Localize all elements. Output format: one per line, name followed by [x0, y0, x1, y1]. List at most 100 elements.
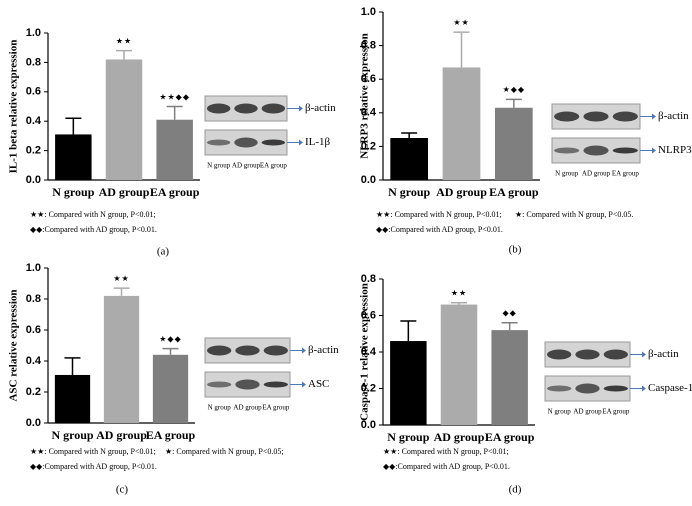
significance-mark: ★★	[116, 36, 132, 45]
category-label: EA group	[146, 428, 196, 442]
y-tick-label: 0.6	[26, 86, 41, 98]
lane-label: AD group	[233, 404, 262, 412]
lane-label: N group	[548, 408, 572, 416]
y-tick-label: 1.0	[26, 262, 41, 274]
lane-label: EA group	[262, 404, 290, 412]
blot-band	[263, 345, 288, 356]
blot-arrow-head	[642, 385, 646, 392]
y-tick-label: 0.0	[26, 417, 41, 429]
y-axis-label: ASC relative expression	[8, 289, 20, 401]
blot-band	[261, 103, 286, 114]
blot-band	[235, 379, 260, 390]
bar	[105, 59, 143, 180]
bar	[54, 374, 91, 423]
blot-label: β-actin	[308, 344, 339, 356]
lane-label: EA group	[612, 170, 640, 178]
y-tick-label: 0.0	[26, 174, 41, 186]
bar	[491, 330, 528, 425]
blot-band	[554, 147, 580, 154]
bar	[390, 341, 427, 425]
blot-arrow-head	[652, 113, 656, 120]
significance-mark: ★★◆◆	[159, 92, 190, 101]
blot-band	[603, 385, 628, 392]
y-tick-label: 0.0	[361, 419, 376, 431]
significance-mark: ◆◆	[503, 309, 517, 318]
blot-arrow-head	[652, 147, 656, 154]
lane-label: N group	[555, 170, 579, 178]
y-axis-label: NLRP3 relative expression	[359, 33, 371, 158]
bar	[390, 138, 429, 180]
footnote: ★: Compared with N group, P<0.05;	[165, 447, 284, 456]
blot-band	[575, 349, 600, 360]
footnote: ◆◆:Compared with AD group, P<0.01.	[30, 462, 157, 471]
y-axis-label: Caspase-1 relative expression	[359, 283, 371, 421]
blot-arrow-head	[302, 381, 306, 388]
category-label: N group	[51, 428, 93, 442]
bar	[103, 295, 140, 423]
y-tick-label: 0.4	[26, 115, 42, 127]
lane-label: AD group	[573, 408, 602, 416]
lane-label: AD group	[232, 162, 261, 170]
blot-band	[234, 137, 258, 148]
blot-arrow-head	[302, 347, 306, 354]
y-tick-label: 1.0	[26, 27, 41, 39]
blot-band	[235, 345, 260, 356]
y-tick-label: 0.2	[26, 386, 41, 398]
y-tick-label: 0.8	[26, 56, 41, 68]
y-tick-label: 0.4	[26, 355, 42, 367]
blot-band	[575, 383, 600, 394]
lane-label: EA group	[260, 162, 288, 170]
panel-label: (d)	[509, 484, 522, 496]
blot-band	[554, 111, 580, 122]
footnote: ★★: Compared with N group, P<0.01;	[376, 210, 502, 219]
y-axis-label: IL-1 beta relative expression	[8, 40, 20, 174]
category-label: EA group	[489, 185, 539, 199]
lane-label: N group	[207, 162, 231, 170]
category-label: AD group	[99, 185, 150, 199]
panel-label: (c)	[116, 484, 129, 496]
footnote: ★★: Compared with N group, P<0.01;	[30, 210, 156, 219]
lane-label: AD group	[582, 170, 611, 178]
blot-band	[207, 345, 232, 356]
y-tick-label: 0.6	[26, 324, 41, 336]
blot-band	[206, 139, 231, 146]
category-label: EA group	[485, 430, 535, 444]
y-tick-label: 0.2	[26, 145, 41, 157]
blot-label: Caspase-1	[648, 382, 692, 394]
significance-mark: ★★	[453, 18, 469, 27]
blot-band	[583, 111, 609, 122]
category-label: N group	[388, 185, 430, 199]
blot-label: IL-1β	[305, 136, 331, 148]
blot-band	[207, 381, 232, 388]
footnote: ◆◆:Compared with AD group, P<0.01.	[376, 225, 503, 234]
bar	[55, 134, 92, 180]
y-tick-label: 0.8	[361, 273, 376, 285]
bar	[440, 304, 478, 425]
category-label: AD group	[96, 428, 147, 442]
lane-label: EA group	[602, 408, 630, 416]
y-tick-label: 0.2	[361, 140, 376, 152]
category-label: N group	[52, 185, 94, 199]
category-label: AD group	[434, 430, 485, 444]
category-label: EA group	[150, 185, 200, 199]
y-tick-label: 0.6	[361, 73, 376, 85]
significance-mark: ★◆◆	[159, 334, 181, 343]
blot-arrow-head	[299, 139, 303, 146]
blot-band	[547, 349, 572, 360]
blot-arrow-head	[642, 351, 646, 358]
y-tick-label: 0.8	[361, 40, 376, 52]
significance-mark: ★◆◆	[503, 85, 525, 94]
lane-label: N group	[208, 404, 232, 412]
panel-label: (a)	[157, 246, 170, 258]
y-tick-label: 0.6	[361, 309, 376, 321]
significance-mark: ★★	[451, 289, 467, 298]
y-tick-label: 0.8	[26, 293, 41, 305]
y-tick-label: 0.4	[361, 346, 377, 358]
footnote: ★: Compared with N group, P<0.05.	[515, 210, 633, 219]
y-tick-label: 1.0	[361, 6, 376, 18]
significance-mark: ★★	[113, 274, 129, 283]
blot-band	[261, 139, 286, 146]
blot-label: β-actin	[658, 110, 689, 122]
y-tick-label: 0.2	[361, 382, 376, 394]
